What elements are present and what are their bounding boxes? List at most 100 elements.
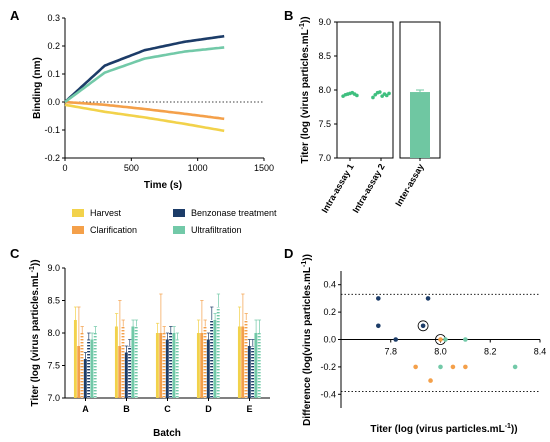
- panel-c-bar-benzonase-treatment-solid: [83, 359, 87, 398]
- panel-c-y-tick-label: 9.0: [47, 263, 60, 273]
- panel-c-bar-clarification-hatched: [162, 333, 166, 398]
- panel-a-series-harvest: [64, 103, 225, 133]
- panel-label-c: C: [10, 246, 20, 261]
- panel-c-bar-benzonase-treatment-hatched: [210, 320, 214, 398]
- panel-c-bar-benzonase-treatment-solid: [124, 352, 128, 398]
- panel-d-x-tick-label: 8.2: [484, 347, 497, 357]
- panel-d-x-label: Titer (log (virus particles.mL-1)): [370, 423, 517, 435]
- panel-d-y-tick-label: 0.0: [323, 335, 336, 345]
- panel-label-d: D: [284, 246, 293, 261]
- legend-ultrafiltration-swatch: [173, 226, 185, 234]
- panel-c-y-label: Titer (log (virus particles.mL-1)): [29, 259, 41, 406]
- panel-b-y-tick-label: 7.5: [318, 119, 331, 129]
- panel-d-point-highlight: [417, 320, 429, 332]
- panel-c-bar-benzonase-treatment-hatched: [87, 339, 91, 398]
- panel-c-bar-ultrafiltration-solid: [213, 320, 217, 398]
- panel-a-y-tick-label: 0.1: [47, 69, 60, 79]
- panel-c-bar-harvest-solid: [155, 333, 159, 398]
- panel-c-bar-ultrafiltration-hatched: [134, 326, 138, 398]
- panel-d-y-tick-label: 0.4: [323, 280, 336, 290]
- panel-c-x-tick-label: A: [82, 404, 89, 414]
- panel-d-point-ultrafiltration: [463, 337, 468, 342]
- panel-a-series-ultrafiltration: [64, 46, 225, 104]
- panel-c-y-tick-label: 8.0: [47, 328, 60, 338]
- panel-d-x-tick-label: 8.4: [534, 347, 547, 357]
- panel-a-y-tick-label: 0.0: [47, 97, 60, 107]
- panel-c-bar-clarification-hatched: [203, 326, 207, 398]
- panel-b-x-tick-label: Inter-assay: [393, 162, 425, 208]
- panel-c-bar-clarification-solid: [241, 326, 245, 398]
- panel-d-x-tick-label: 8.0: [434, 347, 447, 357]
- panel-b-point: [373, 92, 378, 97]
- panel-a-y-tick-label: 0.3: [47, 13, 60, 23]
- panel-c-bar-harvest-solid: [237, 326, 241, 398]
- panel-c-bar-benzonase-treatment-hatched: [169, 333, 173, 398]
- panel-b-y-label: Titer (log (virus particles.mL-1)): [299, 16, 311, 163]
- panel-c-x-tick-label: B: [123, 404, 130, 414]
- panel-b-x-tick-label: Intra-assay 1: [320, 162, 356, 215]
- panel-b-point: [378, 90, 382, 94]
- panel-c-bar-benzonase-treatment-solid: [247, 346, 251, 398]
- panel-d-point-benzonase-treatment: [425, 296, 431, 301]
- panel-c-bar-ultrafiltration-hatched: [216, 307, 220, 398]
- panel-c-bar-ultrafiltration-solid: [254, 333, 258, 398]
- panel-c-y-tick-label: 7.5: [47, 361, 60, 371]
- legend-harvest-label: Harvest: [90, 208, 122, 218]
- panel-b-point: [384, 93, 389, 98]
- panel-c-bar-clarification-hatched: [80, 333, 84, 398]
- panel-d-point-benzonase-treatment: [393, 337, 399, 342]
- panel-c-y-tick-label: 7.0: [47, 393, 60, 403]
- panel-a-x-tick-label: 1000: [188, 163, 208, 173]
- panel-d-point-clarification: [450, 364, 456, 370]
- panel-d-point-clarification: [413, 364, 418, 370]
- panel-c-bar-clarification-hatched: [244, 320, 248, 398]
- panel-c-bar-ultrafiltration-hatched: [175, 339, 179, 398]
- panel-c-bar-ultrafiltration-solid: [131, 326, 135, 398]
- panel-d-y-label: Difference (log(virus particles.mL-1)): [301, 254, 313, 426]
- panel-c-y-tick-label: 8.5: [47, 296, 60, 306]
- legend-clarification-label: Clarification: [90, 225, 137, 235]
- legend: Harvest Benzonase treatment Clarificatio…: [72, 208, 277, 235]
- panel-c-bar-harvest-solid: [114, 326, 118, 398]
- legend-harvest-swatch: [72, 209, 84, 217]
- panel-label-b: B: [284, 8, 293, 23]
- panel-d-point-ultrafiltration: [438, 364, 443, 370]
- panel-d-point-ultrafiltration: [512, 364, 518, 370]
- panel-d-x-tick-label: 7.8: [384, 347, 397, 357]
- panel-c-bar-harvest-solid: [73, 320, 77, 398]
- panel-d-point-benzonase-treatment: [376, 296, 381, 301]
- panel-a-y-tick-label: 0.2: [47, 41, 60, 51]
- panel-c-bar-benzonase-treatment-hatched: [128, 346, 132, 398]
- panel-b-titer-chart: 7.0 7.5 8.0 8.5 9.0 Intra-assay 1Intra-assay…: [299, 16, 441, 215]
- panel-b-frame-intra: [336, 21, 394, 159]
- panel-b-y-tick-label: 8.5: [318, 51, 331, 61]
- legend-benzonase-label: Benzonase treatment: [191, 208, 277, 218]
- panel-a-binding-chart: -0.2 -0.1 0.0 0.1 0.2 0.3 0 500 1000 1500 Time (…: [32, 13, 274, 191]
- panel-c-bar-clarification-solid: [159, 333, 163, 398]
- panel-d-point-clarification: [438, 337, 443, 342]
- panel-c-batch-chart: 7.0 7.5 8.0 8.5 9.0 A B C D E Batch Titer (log (…: [29, 259, 270, 439]
- panel-a-x-tick-label: 500: [124, 163, 139, 173]
- panel-c-bar-clarification-hatched: [121, 326, 125, 398]
- panel-c-x-tick-label: D: [205, 404, 212, 414]
- panel-a-y-label: Binding (nm): [32, 57, 43, 119]
- panel-c-x-label: Batch: [153, 428, 181, 439]
- panel-a-series-benzonase-treatment: [64, 34, 225, 103]
- panel-c-bar-ultrafiltration-solid: [90, 339, 94, 398]
- legend-ultrafiltration-label: Ultrafiltration: [191, 225, 242, 235]
- panel-c-bar-ultrafiltration-hatched: [257, 333, 261, 398]
- panel-c-bar-ultrafiltration-solid: [172, 333, 176, 398]
- panel-b-x-tick-label: Intra-assay 2: [351, 162, 387, 215]
- panel-d-y-tick-label: 0.2: [323, 307, 336, 317]
- panel-a-y-tick-label: -0.2: [44, 153, 60, 163]
- panel-a-series-clarification: [64, 100, 225, 121]
- panel-d-point-clarification: [428, 378, 433, 383]
- panel-d-point-benzonase-treatment: [376, 323, 381, 329]
- panel-b-y-tick-label: 7.0: [318, 153, 331, 163]
- panel-label-a: A: [10, 8, 20, 23]
- panel-c-bar-harvest-solid: [196, 333, 200, 398]
- panel-c-bar-benzonase-treatment-solid: [206, 339, 210, 398]
- legend-benzonase-swatch: [173, 209, 185, 217]
- panel-b-point: [387, 91, 391, 96]
